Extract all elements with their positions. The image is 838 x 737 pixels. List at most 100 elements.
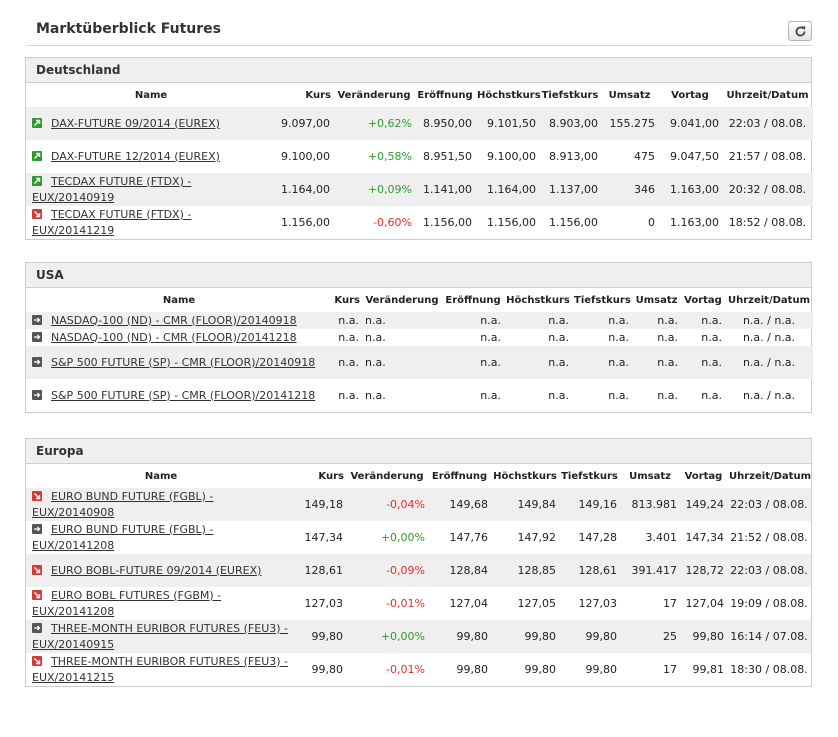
future-name-link[interactable]: NASDAQ-100 (ND) - CMR (FLOOR)/20141218	[51, 330, 297, 344]
trend-neutral-icon	[32, 523, 42, 534]
future-name-link[interactable]: EURO BUND FUTURE (FGBL) - EUX/20140908	[32, 489, 214, 519]
futures-table: Name Kurs Veränderung Eröffnung Höchstku…	[26, 288, 813, 412]
table-row: TECDAX FUTURE (FTDX) - EUX/20141219 1.156…	[26, 206, 813, 239]
col-header-open: Eröffnung	[445, 294, 501, 306]
cell-vortag: 9.047,50	[670, 150, 719, 163]
cell-high: n.a.	[548, 331, 569, 344]
cell-umsatz: 0	[648, 216, 655, 229]
cell-low: n.a.	[572, 346, 632, 379]
future-name-link[interactable]: DAX-FUTURE 12/2014 (EUREX)	[51, 149, 220, 163]
cell-change: -0,01%	[386, 597, 425, 610]
cell-kurs: 99,80	[311, 663, 344, 676]
cell-time: n.a. / n.a.	[725, 312, 813, 329]
futures-table: Name Kurs Veränderung Eröffnung Höchstku…	[26, 83, 813, 239]
col-header-time: Uhrzeit/Datum	[729, 470, 812, 482]
table-row: EURO BOBL FUTURES (FGBM) - EUX/20141208 1…	[26, 587, 811, 620]
cell-name: EURO BOBL FUTURES (FGBM) - EUX/20141208	[26, 587, 296, 620]
cell-kurs: n.a.	[338, 389, 359, 402]
future-name-link[interactable]: DAX-FUTURE 09/2014 (EUREX)	[51, 116, 220, 130]
col-header-high: Höchstkurs	[477, 89, 541, 101]
col-header-change: Veränderung	[337, 89, 411, 101]
cell-low: n.a.	[608, 331, 629, 344]
cell-time: 16:14 / 07.08.	[727, 620, 811, 653]
col-header-time: Uhrzeit/Datum	[727, 294, 810, 306]
cell-umsatz: n.a.	[632, 346, 681, 379]
cell-low: n.a.	[608, 389, 629, 402]
cell-kurs: 128,61	[296, 554, 346, 587]
col-header-vortag: Vortag	[684, 294, 722, 306]
trend-neutral-icon	[32, 331, 42, 342]
cell-time: n.a. / n.a.	[742, 388, 796, 402]
cell-vortag: n.a.	[681, 346, 725, 379]
future-name-link[interactable]: EURO BOBL-FUTURE 09/2014 (EUREX)	[51, 563, 262, 577]
col-header-low: Tiefstkurs	[541, 89, 599, 101]
cell-name: DAX-FUTURE 09/2014 (EUREX)	[26, 107, 276, 140]
cell-vortag: 9.041,00	[658, 107, 722, 140]
cell-low: 1.156,00	[549, 216, 598, 229]
future-name-link[interactable]: NASDAQ-100 (ND) - CMR (FLOOR)/20140918	[51, 313, 297, 327]
cell-name: S&P 500 FUTURE (SP) - CMR (FLOOR)/201412…	[26, 379, 332, 412]
cell-umsatz: 25	[620, 620, 680, 653]
cell-high: n.a.	[548, 389, 569, 402]
cell-umsatz: 813.981	[620, 488, 680, 521]
cell-kurs: 9.097,00	[276, 107, 333, 140]
cell-open: 147,76	[449, 531, 489, 544]
future-name-link[interactable]: TECDAX FUTURE (FTDX) - EUX/20141219	[32, 207, 192, 237]
col-header-kurs: Kurs	[334, 294, 360, 306]
table-row: DAX-FUTURE 12/2014 (EUREX) 9.100,00 +0,58%…	[26, 140, 813, 173]
trend-neutral-icon	[32, 389, 42, 400]
futures-table: Name Kurs Veränderung Eröffnung Höchstku…	[26, 464, 811, 686]
cell-low: 127,03	[578, 597, 618, 610]
cell-high: 1.164,00	[475, 173, 539, 206]
cell-name: THREE-MONTH EURIBOR FUTURES (FEU3) - EUX…	[26, 653, 296, 686]
future-name-link[interactable]: S&P 500 FUTURE (SP) - CMR (FLOOR)/201409…	[51, 355, 316, 369]
table-header: Name Kurs Veränderung Eröffnung Höchstku…	[26, 83, 813, 107]
future-name-link[interactable]: THREE-MONTH EURIBOR FUTURES (FEU3) - EUX…	[32, 621, 289, 651]
cell-name: NASDAQ-100 (ND) - CMR (FLOOR)/20140918	[26, 312, 332, 329]
cell-umsatz: 17	[663, 663, 677, 676]
cell-umsatz: 17	[663, 597, 677, 610]
trend-down-icon	[32, 564, 42, 575]
cell-change: +0,62%	[333, 107, 415, 140]
col-header-kurs: Kurs	[305, 89, 331, 101]
future-name-link[interactable]: EURO BUND FUTURE (FGBL) - EUX/20141208	[32, 522, 214, 552]
table-row: EURO BUND FUTURE (FGBL) - EUX/20141208 14…	[26, 521, 811, 554]
future-name-link[interactable]: THREE-MONTH EURIBOR FUTURES (FEU3) - EUX…	[32, 654, 289, 684]
cell-change: -0,09%	[346, 554, 428, 587]
cell-open: n.a.	[480, 331, 501, 344]
cell-vortag: n.a.	[681, 312, 725, 329]
cell-kurs: 127,03	[304, 597, 344, 610]
cell-high: 149,84	[491, 488, 559, 521]
cell-change: -0,01%	[386, 663, 425, 676]
col-header-low: Tiefstkurs	[574, 294, 631, 306]
cell-open: 128,84	[428, 554, 491, 587]
cell-change: n.a.	[365, 331, 386, 344]
cell-vortag: n.a.	[701, 331, 722, 344]
cell-change: n.a.	[365, 389, 386, 402]
cell-high: n.a.	[504, 312, 572, 329]
cell-high: 9.100,00	[487, 150, 536, 163]
cell-open: 1.141,00	[415, 173, 475, 206]
section-usa: USA Name Kurs Veränderung Eröffnung Höch…	[25, 262, 813, 413]
future-name-link[interactable]: TECDAX FUTURE (FTDX) - EUX/20140919	[32, 174, 192, 204]
trend-down-icon	[32, 589, 42, 600]
cell-low: n.a.	[572, 312, 632, 329]
refresh-button[interactable]	[788, 21, 812, 41]
col-header-umsatz: Umsatz	[635, 294, 678, 306]
cell-high: 99,80	[491, 620, 559, 653]
cell-vortag: 127,04	[685, 597, 725, 610]
cell-kurs: 1.164,00	[276, 173, 333, 206]
table-row: TECDAX FUTURE (FTDX) - EUX/20140919 1.164…	[26, 173, 813, 206]
cell-low: 8.903,00	[539, 107, 601, 140]
col-header-low: Tiefstkurs	[561, 470, 618, 482]
cell-low: 149,16	[559, 488, 620, 521]
col-header-name: Name	[144, 470, 178, 482]
trend-down-icon	[32, 490, 42, 501]
cell-open: n.a.	[442, 312, 504, 329]
cell-kurs: 99,80	[296, 620, 346, 653]
trend-up-icon	[32, 175, 42, 186]
cell-open: n.a.	[480, 389, 501, 402]
cell-high: 1.156,00	[487, 216, 536, 229]
future-name-link[interactable]: S&P 500 FUTURE (SP) - CMR (FLOOR)/201412…	[51, 388, 316, 402]
future-name-link[interactable]: EURO BOBL FUTURES (FGBM) - EUX/20141208	[32, 588, 222, 618]
